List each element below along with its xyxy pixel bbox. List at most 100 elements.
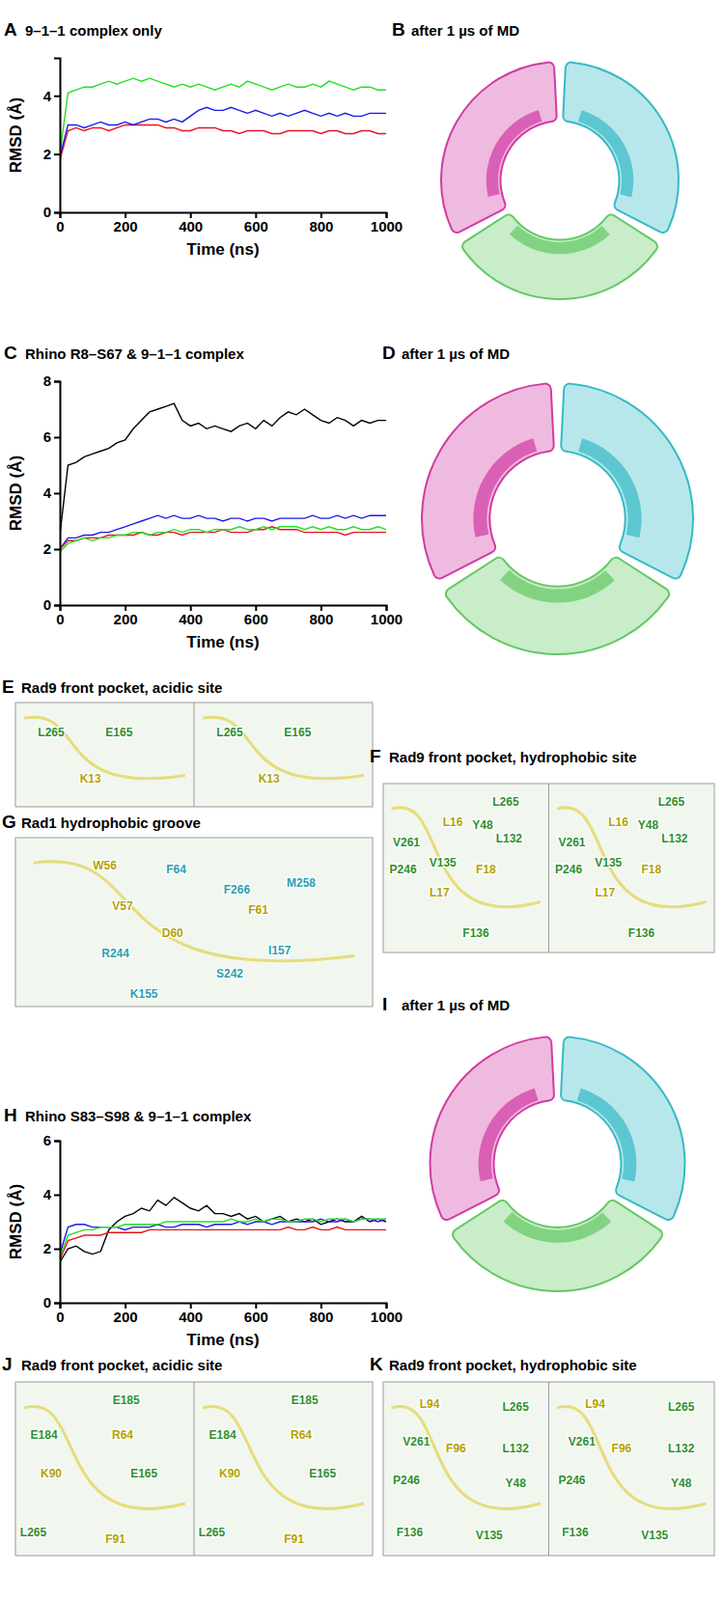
residue-label: F91 xyxy=(105,1532,126,1547)
series-line xyxy=(59,1219,387,1257)
residue-label: K155 xyxy=(130,987,159,1002)
residue-label: P246 xyxy=(389,862,418,877)
y-axis-title: RMSD (Å) xyxy=(6,97,26,173)
residue-label: V261 xyxy=(568,1435,596,1449)
series-line xyxy=(59,527,387,553)
residue-label: Y48 xyxy=(638,818,660,833)
protein-helix xyxy=(500,570,615,604)
residue-label: L132 xyxy=(667,1442,696,1456)
residue-label: V135 xyxy=(640,1529,668,1543)
residue-label: L265 xyxy=(492,795,520,809)
panel-letter: I xyxy=(382,994,388,1015)
tick-label: 1000 xyxy=(370,611,403,628)
tick-mark xyxy=(54,605,60,608)
residue-label: L16 xyxy=(443,815,464,830)
y-axis: 02468 xyxy=(43,372,61,613)
residue-label: V135 xyxy=(594,856,622,870)
residue-label: V261 xyxy=(557,835,585,850)
panel-letter: H xyxy=(3,1105,18,1126)
residue-label: F96 xyxy=(611,1442,633,1456)
residue-label: K90 xyxy=(40,1467,62,1481)
tick-label: 8 xyxy=(43,372,52,390)
panel-letter: F xyxy=(369,746,382,767)
panel-title: Rad1 hydrophobic groove xyxy=(21,814,201,832)
residue-label: F18 xyxy=(475,862,497,877)
figure: A9–1–1 complex only02004006008001000024T… xyxy=(0,0,723,1600)
residue-label: Y48 xyxy=(505,1476,528,1491)
protein-helix xyxy=(478,1088,539,1182)
tick-label: 2 xyxy=(43,540,52,557)
residue-label: R64 xyxy=(290,1428,312,1443)
axis-line xyxy=(60,1304,388,1310)
protein-helix xyxy=(578,438,642,538)
backbone-trace xyxy=(391,1407,541,1510)
tick-label: 200 xyxy=(113,218,139,235)
tick-mark xyxy=(54,1195,60,1197)
backbone-trace xyxy=(202,717,364,779)
series-line xyxy=(59,107,387,157)
backbone-trace xyxy=(24,717,186,779)
residue-label: E184 xyxy=(209,1428,237,1443)
protein-subunit xyxy=(421,384,555,580)
tick: 1000 xyxy=(370,605,403,628)
tick-mark xyxy=(54,212,60,215)
protein-subunit xyxy=(445,557,669,655)
series-line xyxy=(59,1197,387,1263)
residue-label: E165 xyxy=(308,1467,336,1481)
residue-label: K13 xyxy=(258,772,280,786)
tick: 8 xyxy=(43,372,60,390)
tick: 200 xyxy=(113,212,139,235)
tick-label: 0 xyxy=(55,1308,64,1326)
structure-frame xyxy=(15,702,373,807)
tick-mark xyxy=(54,437,60,440)
residue-label: F61 xyxy=(248,903,269,918)
residue-label: F136 xyxy=(561,1526,589,1540)
tick-label: 0 xyxy=(43,1294,52,1311)
tick: 4 xyxy=(43,484,60,501)
stereo-divider xyxy=(548,1382,550,1557)
structure-panel: ERad9 front pocket, acidic siteL265E165K… xyxy=(1,676,373,807)
protein-helix xyxy=(577,1088,638,1183)
tick: 4 xyxy=(43,87,60,105)
tick-label: 600 xyxy=(244,611,269,628)
residue-label: L265 xyxy=(667,1400,696,1415)
protein-helix xyxy=(472,438,537,538)
residue-label: F91 xyxy=(283,1532,305,1547)
tick-mark xyxy=(54,549,60,552)
residue-label: K13 xyxy=(80,772,102,786)
residue-label: L17 xyxy=(594,886,615,900)
tick-label: 2 xyxy=(43,1240,52,1257)
tick: 2 xyxy=(43,1240,60,1257)
panel-title: after 1 µs of MD xyxy=(401,997,510,1014)
tick: 400 xyxy=(178,212,203,235)
structure-frame xyxy=(15,1382,373,1557)
backbone-trace xyxy=(391,807,541,908)
tick: 800 xyxy=(308,605,334,628)
residue-label: E165 xyxy=(283,725,311,740)
panel-letter: B xyxy=(391,19,406,40)
residue-label: E185 xyxy=(291,1393,319,1408)
tick-label: 400 xyxy=(178,218,203,235)
residue-label: E185 xyxy=(112,1393,140,1408)
protein-helix xyxy=(486,110,543,197)
backbone-trace xyxy=(33,862,356,962)
tick-label: 800 xyxy=(308,1308,334,1326)
panel-letter: E xyxy=(1,676,15,697)
tick: 1000 xyxy=(370,1303,403,1326)
tick: 800 xyxy=(308,1303,334,1326)
tick-mark xyxy=(54,381,60,384)
protein-subunit xyxy=(441,62,557,233)
stereo-divider xyxy=(548,783,550,953)
tick-label: 0 xyxy=(55,218,64,235)
tick: 600 xyxy=(244,212,269,235)
residue-label: L132 xyxy=(502,1442,530,1456)
axis-line xyxy=(60,213,388,220)
tick-label: 0 xyxy=(55,611,64,628)
residue-label: M258 xyxy=(286,876,316,890)
residue-label: F18 xyxy=(640,862,662,877)
tick-label: 0 xyxy=(43,203,52,221)
residue-label: P246 xyxy=(555,862,583,877)
residue-label: L17 xyxy=(429,886,450,900)
structure-frame xyxy=(383,1382,715,1557)
series-line xyxy=(59,1227,387,1261)
